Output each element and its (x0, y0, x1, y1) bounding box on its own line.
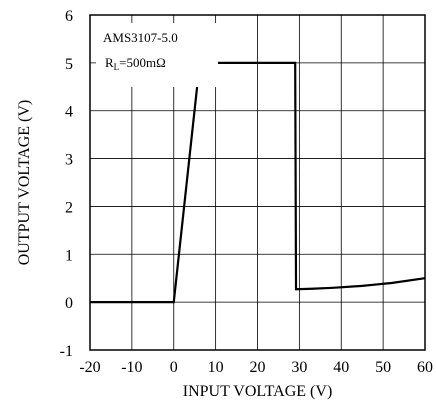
annotation-load: RL=500mΩ (105, 55, 166, 72)
annotation-box: AMS3107-5.0 RL=500mΩ (96, 23, 218, 87)
annotation-part-number: AMS3107-5.0 (103, 30, 178, 45)
annotation-load-subscript: L (114, 62, 120, 72)
plot-frame (89, 14, 426, 351)
y-tick-label: 3 (65, 152, 73, 169)
y-axis-title: OUTPUT VOLTAGE (V) (16, 100, 33, 266)
x-tick-label: 40 (333, 359, 349, 376)
y-tick-label: 1 (65, 247, 73, 264)
x-tick-label: 20 (250, 359, 266, 376)
annotation-load-symbol: R (105, 55, 114, 70)
annotation-background (96, 23, 218, 87)
y-tick-label: -1 (60, 343, 73, 360)
y-tick-label: 6 (65, 8, 73, 25)
x-tick-label: 50 (375, 359, 391, 376)
y-tick-label: 4 (65, 104, 73, 121)
x-axis-title: INPUT VOLTAGE (V) (183, 383, 333, 400)
x-tick-label: 30 (291, 359, 307, 376)
y-tick-label: 0 (65, 295, 73, 312)
x-tick-label: 60 (417, 359, 433, 376)
x-tick-label: -10 (121, 359, 142, 376)
y-tick-label: 2 (65, 199, 73, 216)
x-tick-label: -20 (79, 359, 100, 376)
x-tick-label: 10 (208, 359, 224, 376)
x-tick-label: 0 (170, 359, 178, 376)
y-tick-label: 5 (65, 56, 73, 73)
annotation-load-value: =500mΩ (119, 55, 166, 70)
series-line-output-voltage (90, 61, 426, 304)
